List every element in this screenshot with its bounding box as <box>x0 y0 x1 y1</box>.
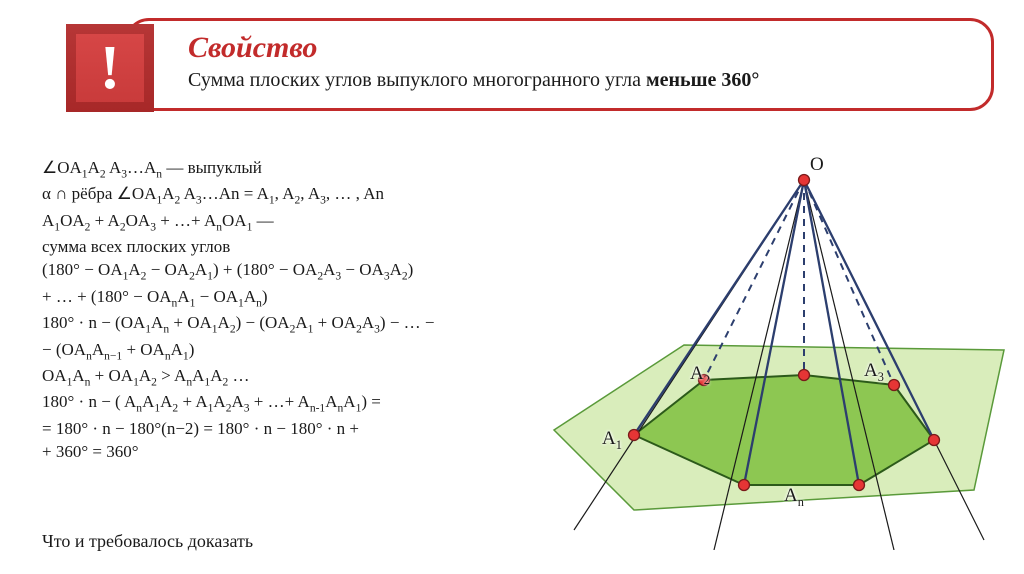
geometry-figure: O A1 A2 A3 An <box>514 150 1014 550</box>
proof-block: ∠OA1A2 A3…An — выпуклыйα ∩ рёбра ∠OA1A2 … <box>42 156 552 463</box>
proof-line: − (OAnAn−1 + OAnA1) <box>42 338 552 364</box>
proof-line: 180° · n − (OA1An + OA1A2) − (OA2A1 + OA… <box>42 311 552 337</box>
property-callout-box: Свойство Сумма плоских углов выпуклого м… <box>125 18 994 111</box>
property-callout: Свойство Сумма плоских углов выпуклого м… <box>55 18 994 111</box>
vertex-label: A1 <box>602 428 622 453</box>
warning-badge: ! <box>55 18 165 118</box>
property-title: Свойство <box>188 31 963 65</box>
property-text: Сумма плоских углов выпуклого многогранн… <box>188 67 963 94</box>
proof-line: A1OA2 + A2OA3 + …+ AnOA1 — <box>42 209 552 235</box>
proof-line: (180° − OA1A2 − OA2A1) + (180° − OA2A3 −… <box>42 258 552 284</box>
proof-line: = 180° · n − 180°(n−2) = 180° · n − 180°… <box>42 417 552 440</box>
vertex-label: A3 <box>864 360 884 385</box>
proof-line: OA1An + OA1A2 > AnA1A2 … <box>42 364 552 390</box>
proof-line: сумма всех плоских углов <box>42 235 552 258</box>
proof-line: + … + (180° − OAnA1 − OA1An) <box>42 285 552 311</box>
conclusion-text: Что и требовалось доказать <box>42 531 253 552</box>
proof-line: α ∩ рёбра ∠OA1A2 A3…An = A1, A2, A3, … ,… <box>42 182 552 208</box>
proof-line: ∠OA1A2 A3…An — выпуклый <box>42 156 552 182</box>
pyramid-svg <box>514 150 1014 550</box>
proof-line: 180° · n − ( AnA1A2 + A1A2A3 + …+ An-1An… <box>42 390 552 416</box>
exclamation-icon: ! <box>76 34 144 102</box>
proof-line: + 360° = 360° <box>42 440 552 463</box>
vertex-label: An <box>784 485 804 510</box>
warning-badge-inner: ! <box>66 24 154 112</box>
vertex-label: A2 <box>690 363 710 388</box>
vertex-label: O <box>810 154 824 176</box>
